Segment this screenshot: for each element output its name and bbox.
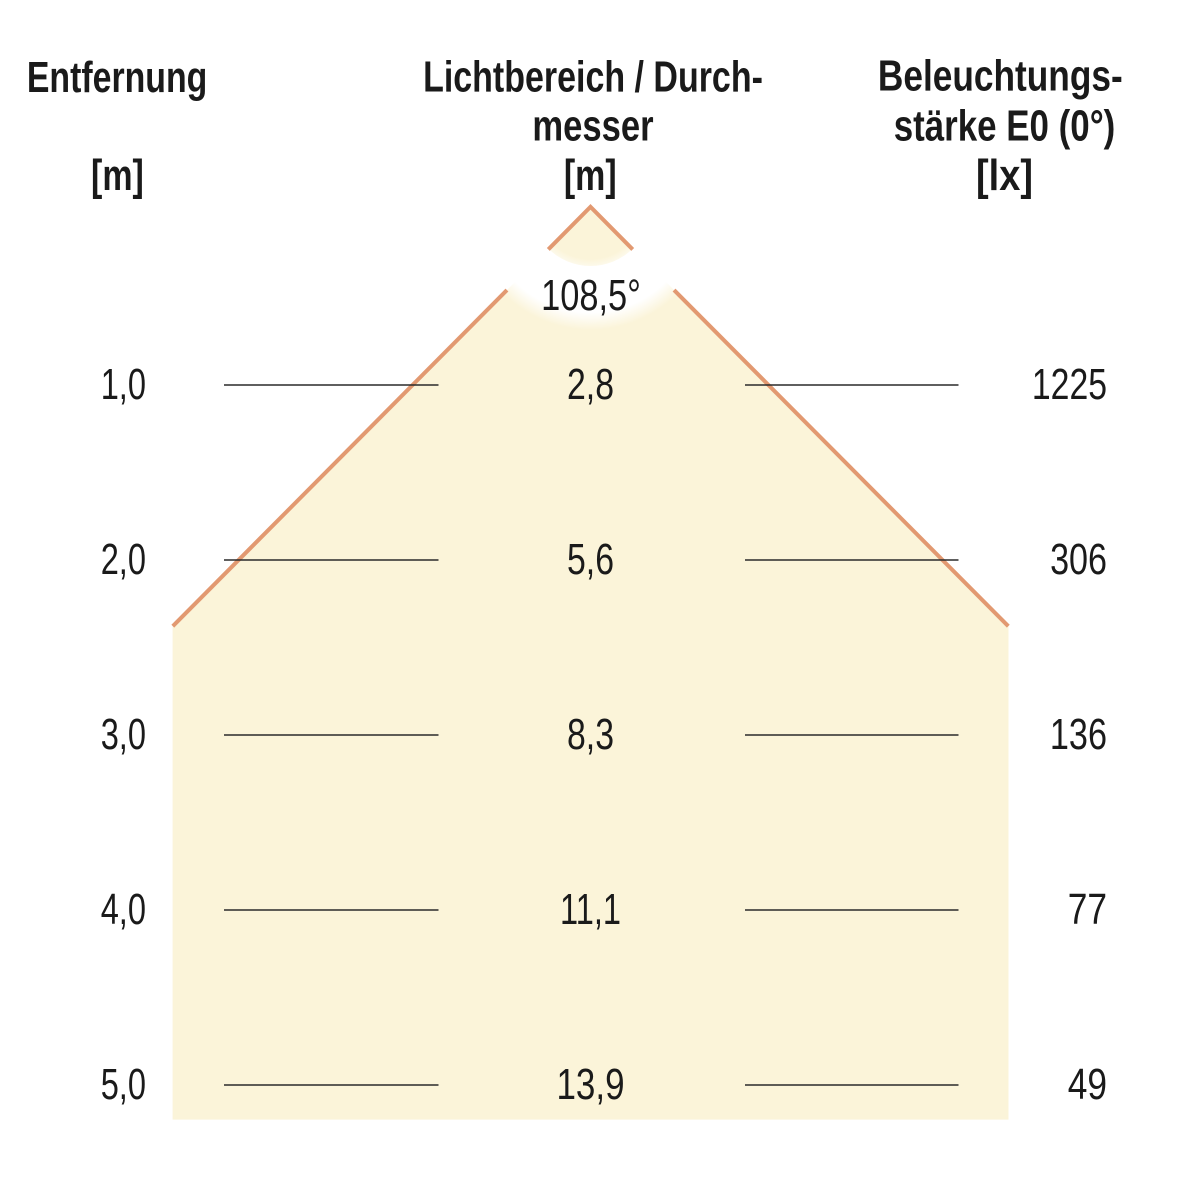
svg-text:11,1: 11,1 [560,886,621,934]
svg-text:Entfernung: Entfernung [27,53,208,102]
svg-text:messer: messer [532,102,653,151]
svg-text:2,8: 2,8 [567,361,614,409]
svg-text:306: 306 [1050,536,1107,584]
svg-text:1,0: 1,0 [101,361,146,409]
svg-text:3,0: 3,0 [101,711,146,759]
svg-text:[m]: [m] [564,151,617,200]
svg-text:Beleuchtungs-: Beleuchtungs- [878,52,1123,101]
svg-text:49: 49 [1068,1061,1107,1109]
svg-text:[lx]: [lx] [976,151,1033,200]
svg-text:108,5°: 108,5° [541,272,641,320]
svg-text:stärke E0 (0°): stärke E0 (0°) [894,102,1116,151]
svg-text:13,9: 13,9 [556,1061,624,1109]
svg-text:77: 77 [1068,886,1107,934]
svg-text:5,6: 5,6 [567,536,614,584]
svg-text:Lichtbereich / Durch-: Lichtbereich / Durch- [423,53,763,102]
svg-text:[m]: [m] [91,151,144,200]
svg-text:136: 136 [1050,711,1107,759]
svg-text:1225: 1225 [1032,361,1107,409]
svg-text:4,0: 4,0 [101,886,146,934]
svg-text:5,0: 5,0 [101,1061,146,1109]
svg-text:8,3: 8,3 [567,711,614,759]
svg-text:2,0: 2,0 [101,536,146,584]
